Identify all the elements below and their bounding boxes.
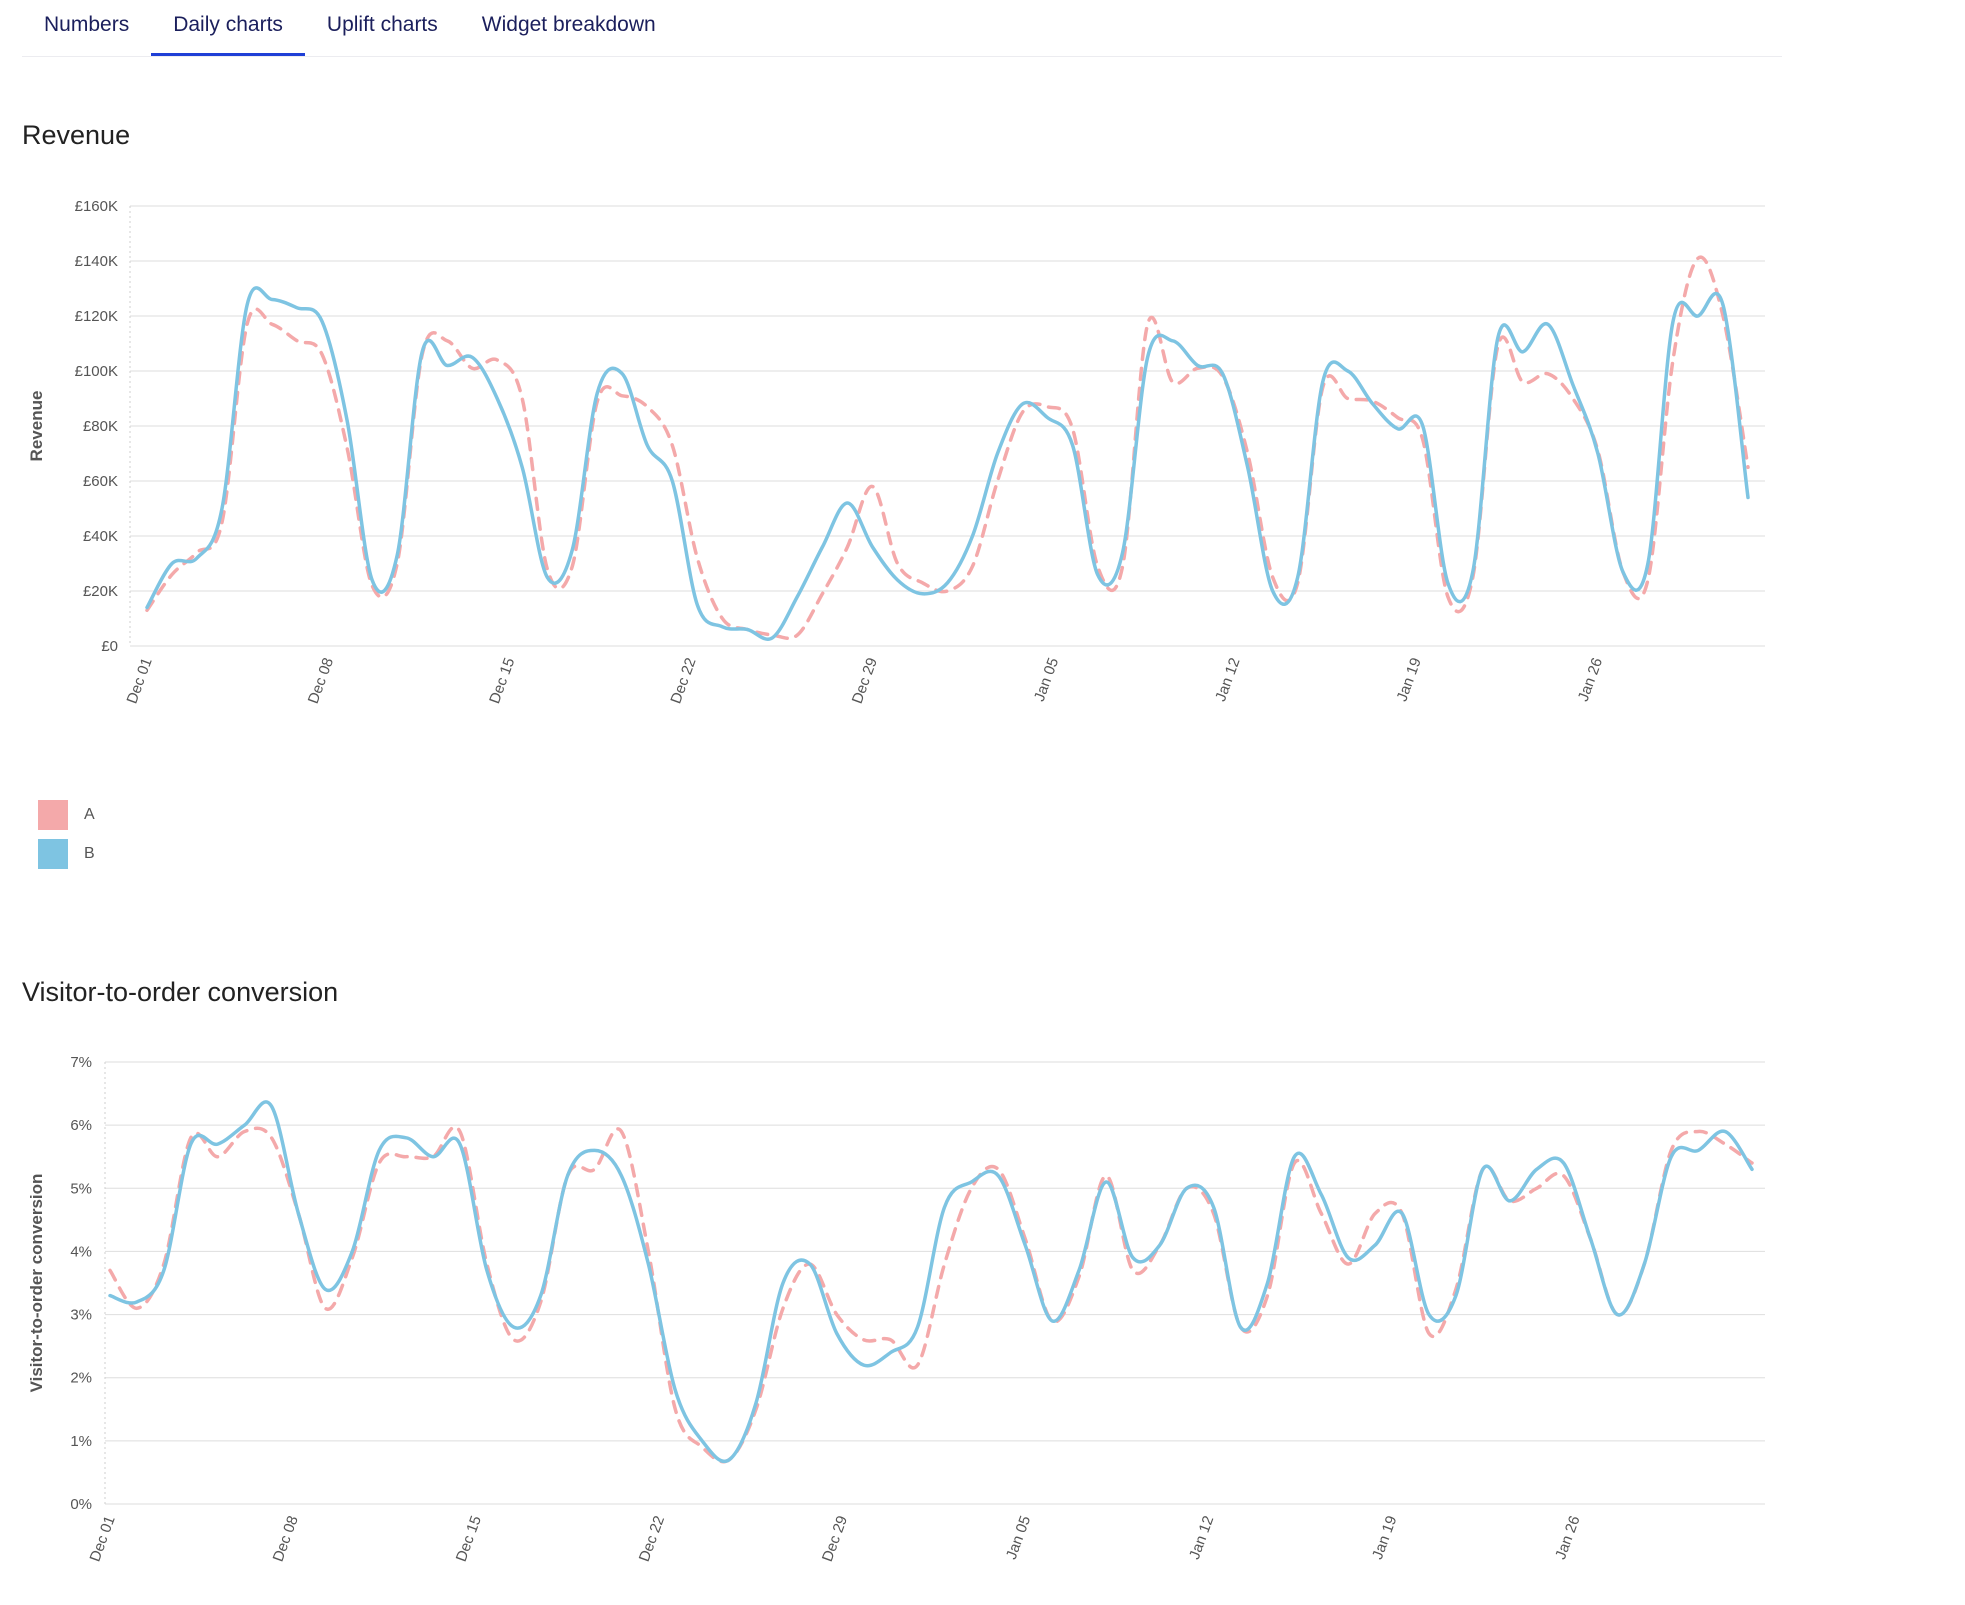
series-line-b — [108, 1100, 1754, 1464]
x-tick-label: Dec 15 — [453, 1514, 485, 1564]
y-tick-label: 5% — [70, 1180, 92, 1197]
tab-widget-breakdown[interactable]: Widget breakdown — [481, 13, 656, 36]
y-tick-label: 3% — [70, 1307, 92, 1324]
x-tick-label: Jan 05 — [1031, 656, 1062, 704]
y-tick-label: £80K — [83, 418, 118, 435]
tab-daily-charts[interactable]: Daily charts — [151, 0, 305, 56]
x-tick-label: Dec 29 — [819, 1514, 851, 1564]
y-tick-label: £40K — [83, 528, 118, 545]
x-tick-label: Dec 15 — [486, 656, 518, 706]
y-tick-label: £20K — [83, 583, 118, 600]
legend-label-b: B — [84, 844, 95, 862]
series-line-b — [145, 286, 1750, 641]
x-tick-label: Jan 19 — [1369, 1514, 1400, 1562]
y-tick-label: £60K — [83, 473, 118, 490]
y-tick-label: 0% — [70, 1496, 92, 1513]
y-tick-label: 7% — [70, 1054, 92, 1071]
y-tick-label: 4% — [70, 1243, 92, 1260]
x-tick-label: Jan 12 — [1212, 656, 1243, 704]
y-tick-label: £160K — [75, 198, 118, 215]
y-tick-label: £0 — [101, 638, 118, 655]
y-axis-label: Revenue — [27, 391, 46, 462]
x-tick-label: Dec 01 — [87, 1514, 119, 1564]
x-tick-label: Jan 26 — [1575, 656, 1606, 704]
legend-label-a: A — [84, 805, 95, 823]
conversion-chart: 0% 1% 2% 3% 4% 5% 6% 7% Visitor-to-order convers… — [27, 1054, 1765, 1564]
x-tick-label: Jan 12 — [1186, 1514, 1217, 1562]
legend: A B — [38, 795, 95, 873]
x-tick-label: Dec 08 — [270, 1514, 302, 1564]
legend-swatch-a — [38, 799, 68, 830]
tab-numbers[interactable]: Numbers — [44, 13, 130, 36]
y-tick-label: £120K — [75, 308, 118, 325]
x-tick-label: Jan 19 — [1393, 656, 1424, 704]
y-tick-label: £140K — [75, 253, 118, 270]
x-tick-label: Dec 22 — [636, 1514, 668, 1564]
legend-item-b[interactable]: B — [38, 834, 95, 873]
x-tick-label: Dec 22 — [667, 656, 699, 706]
conversion-section-title: Visitor-to-order conversion — [22, 977, 339, 1007]
x-tick-label: Jan 05 — [1003, 1514, 1034, 1562]
x-tick-label: Dec 29 — [849, 656, 881, 706]
y-axis-label: Visitor-to-order conversion — [27, 1174, 46, 1393]
legend-item-a[interactable]: A — [38, 795, 95, 834]
y-tick-label: 1% — [70, 1433, 92, 1450]
tab-uplift-charts[interactable]: Uplift charts — [326, 13, 438, 36]
x-tick-label: Jan 26 — [1552, 1514, 1583, 1562]
y-tick-label: 6% — [70, 1117, 92, 1134]
y-tick-label: £100K — [75, 363, 118, 380]
y-tick-label: 2% — [70, 1370, 92, 1387]
legend-swatch-b — [38, 838, 68, 869]
x-tick-label: Dec 01 — [124, 656, 156, 706]
tab-bar: Numbers Daily charts Uplift charts Widge… — [22, 0, 1782, 57]
revenue-section-title: Revenue — [22, 120, 131, 150]
x-tick-label: Dec 08 — [305, 656, 337, 706]
revenue-chart: £0 £20K £40K £60K £80K £100K £120K £140K £160K Re… — [27, 198, 1765, 706]
series-line-a — [108, 1125, 1754, 1464]
